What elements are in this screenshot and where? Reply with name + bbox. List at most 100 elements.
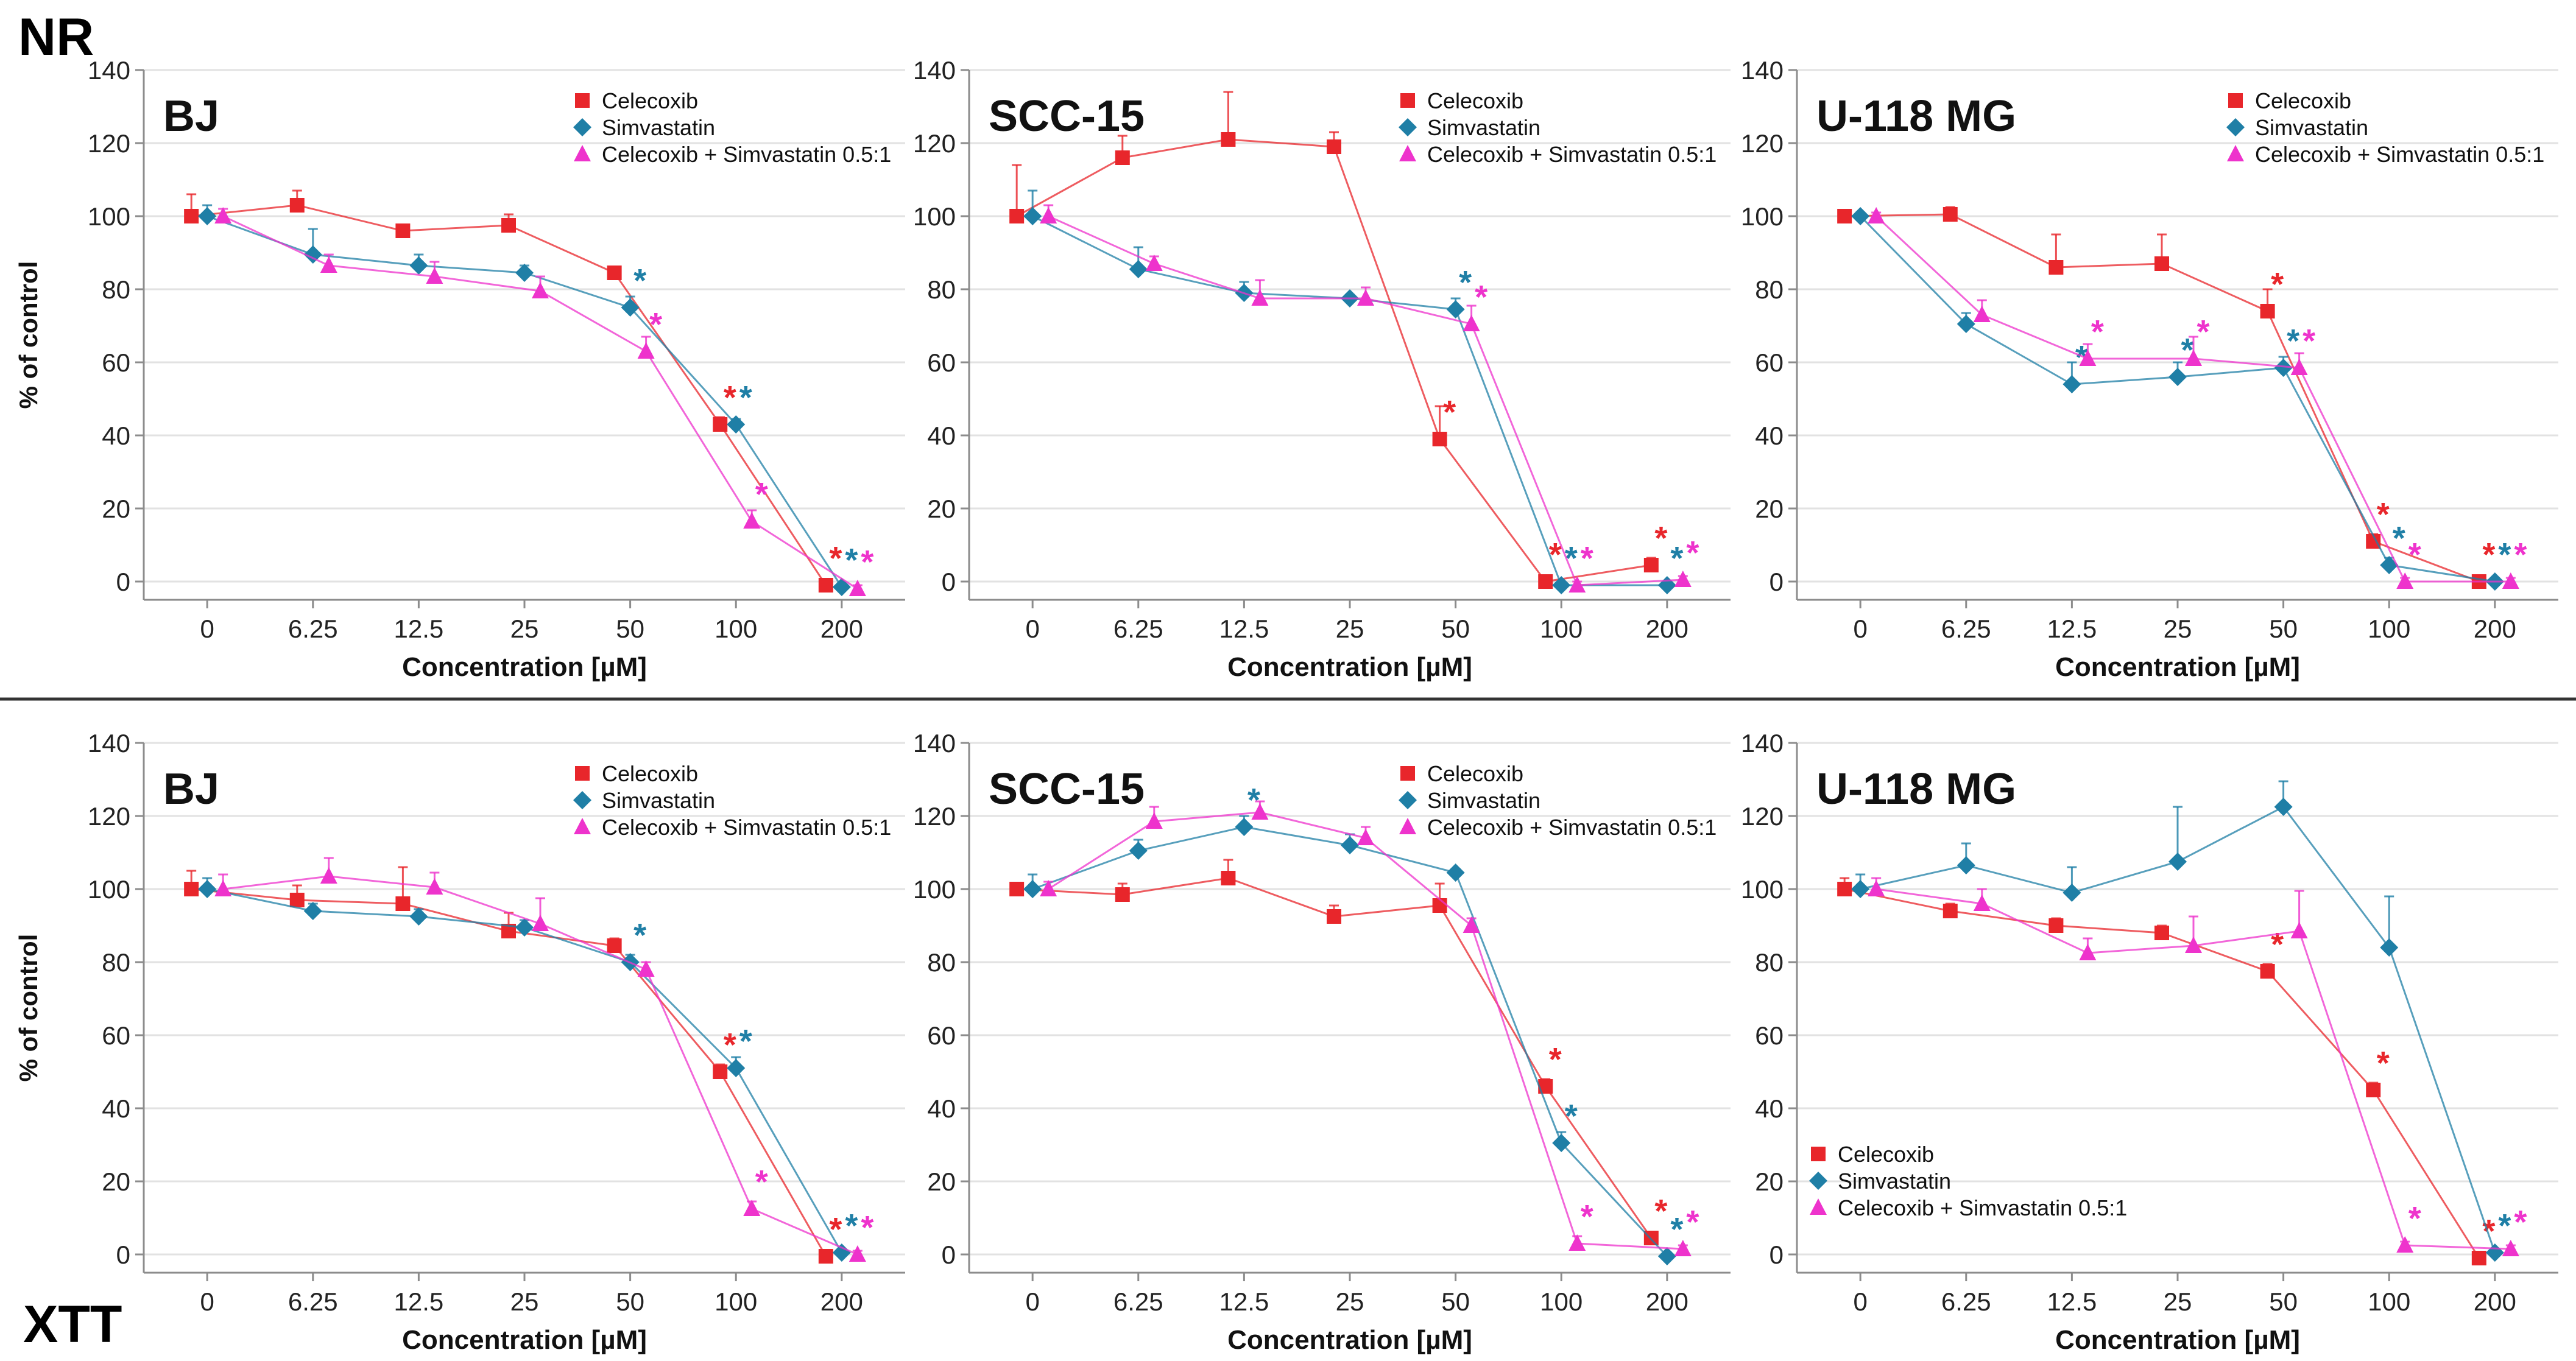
panel-1-nr-scc-15-xtick-label-0: 0 — [1025, 614, 1039, 643]
panel-1-nr-scc-15-series-celecoxib-point-6 — [1643, 558, 1659, 572]
panel-3-xtt-bj: 0 20 40 60 80 100 120 140 0 6.25 12.5 25 50 100 200 Con… — [14, 729, 905, 1355]
panel-4-xtt-scc-15-ytick-label-5: 100 — [913, 875, 956, 904]
panel-5-xtt-u-118-mg-series-celecoxib-significance-6: * — [2482, 1213, 2495, 1250]
panel-3-xtt-bj-series-simvastatin-point-0 — [198, 880, 217, 898]
panel-3-xtt-bj-legend-label-0: Celecoxib — [602, 761, 698, 786]
panel-5-xtt-u-118-mg-series-celecoxib-simvastatin-0-5-1-point-0 — [1868, 880, 1885, 896]
panel-1-nr-scc-15-series-simvastatin-significance-5: * — [1565, 540, 1578, 577]
panel-3-xtt-bj-series-celecoxib-significance-5: * — [724, 1027, 736, 1063]
panel-5-xtt-u-118-mg-ytick-label-1: 20 — [1755, 1167, 1784, 1196]
row-label-nr: NR — [18, 8, 94, 66]
panel-5-xtt-u-118-mg-xtick-label-5: 100 — [2368, 1287, 2410, 1316]
panel-1-nr-scc-15-series-simvastatin-point-0 — [1023, 207, 1042, 225]
panel-0-nr-bj-ytick-label-6: 120 — [88, 129, 130, 158]
panel-0-nr-bj-legend-label-0: Celecoxib — [602, 88, 698, 113]
panel-1-nr-scc-15-xtick-label-6: 200 — [1646, 614, 1689, 643]
panel-1-nr-scc-15-xtick-label-2: 12.5 — [1219, 614, 1269, 643]
panel-3-xtt-bj-series-simvastatin-point-5 — [727, 1059, 746, 1077]
panel-2-nr-u-118-mg-legend-label-0: Celecoxib — [2255, 88, 2351, 113]
panel-2-nr-u-118-mg-legend-label-2: Celecoxib + Simvastatin 0.5:1 — [2255, 142, 2544, 167]
panel-0-nr-bj-legend-marker-0 — [575, 93, 590, 108]
panel-1-nr-scc-15-series-celecoxib-point-5 — [1538, 574, 1553, 589]
panel-0-nr-bj-series-celecoxib-point-4 — [607, 266, 622, 280]
panel-2-nr-u-118-mg-series-celecoxib-point-4 — [2260, 304, 2275, 318]
panel-3-xtt-bj-xtick-label-6: 200 — [820, 1287, 863, 1316]
panel-5-xtt-u-118-mg-ytick-label-7: 140 — [1741, 729, 1784, 758]
panel-3-xtt-bj-series-simvastatin-significance-6: * — [845, 1208, 858, 1244]
panel-2-nr-u-118-mg-series-simvastatin-significance-2: * — [2075, 339, 2088, 376]
panel-3-xtt-bj-xtick-label-0: 0 — [200, 1287, 214, 1316]
panel-0-nr-bj-series-simvastatin-point-2 — [409, 256, 428, 275]
panel-4-xtt-scc-15-series-simvastatin-point-6 — [1657, 1247, 1676, 1265]
panel-3-xtt-bj-series-celecoxib-simvastatin-0-5-1-significance-6: * — [861, 1209, 873, 1246]
panel-5-xtt-u-118-mg-series-celecoxib: * * * — [1837, 877, 2495, 1265]
panel-0-nr-bj-series-celecoxib-significance-5: * — [724, 379, 736, 416]
panel-0-nr-bj-series-celecoxib-point-6 — [818, 578, 833, 593]
panel-0-nr-bj-ytick-label-1: 20 — [102, 494, 130, 523]
panel-2-nr-u-118-mg-series-simvastatin-point-3 — [2168, 368, 2187, 386]
panel-3-xtt-bj-ytick-label-2: 40 — [102, 1094, 130, 1123]
panel-4-xtt-scc-15-series-simvastatin-point-3 — [1341, 836, 1359, 854]
panel-0-nr-bj-xtick-label-3: 25 — [510, 614, 539, 643]
panel-5-xtt-u-118-mg-legend-label-2: Celecoxib + Simvastatin 0.5:1 — [1838, 1195, 2127, 1220]
panel-1-nr-scc-15-series-celecoxib-simvastatin-0-5-1-point-6 — [1674, 571, 1692, 587]
panel-5-xtt-u-118-mg-series-simvastatin-point-4 — [2274, 798, 2293, 816]
panel-2-nr-u-118-mg-xtick-label-5: 100 — [2368, 614, 2410, 643]
panel-0-nr-bj-series-celecoxib-simvastatin-0-5-1-point-1 — [320, 256, 337, 273]
panel-4-xtt-scc-15-ytick-label-7: 140 — [913, 729, 956, 758]
panel-1-nr-scc-15-xtick-label-5: 100 — [1540, 614, 1583, 643]
panel-1-nr-scc-15-series-celecoxib: ** * — [1009, 91, 1667, 589]
panel-2-nr-u-118-mg-series-celecoxib-simvastatin-0-5-1-point-6 — [2502, 572, 2519, 589]
panel-4-xtt-scc-15-series-simvastatin-significance-6: * — [1670, 1211, 1683, 1248]
panel-3-xtt-bj-series-celecoxib-simvastatin-0-5-1-point-0 — [214, 880, 232, 896]
panel-1-nr-scc-15-series-celecoxib-simvastatin-0-5-1-significance-5: * — [1581, 540, 1593, 577]
panel-2-nr-u-118-mg-series-celecoxib-significance-6: * — [2482, 536, 2495, 573]
panel-1-nr-scc-15-series-celecoxib-simvastatin-0-5-1-point-5 — [1569, 576, 1586, 593]
panel-4-xtt-scc-15-xtick-label-6: 200 — [1646, 1287, 1689, 1316]
panel-1-nr-scc-15-series-celecoxib-line — [1016, 138, 1652, 583]
panel-4-xtt-scc-15-series-simvastatin-significance-5: * — [1565, 1098, 1578, 1134]
panel-5-xtt-u-118-mg-series-simvastatin-significance-6: * — [2498, 1208, 2511, 1244]
panel-5-xtt-u-118-mg-xtick-label-6: 200 — [2474, 1287, 2516, 1316]
panel-0-nr-bj-series-celecoxib-simvastatin-0-5-1-line — [222, 215, 858, 590]
panel-3-xtt-bj-legend-marker-0 — [575, 766, 590, 781]
panel-0-nr-bj-series-celecoxib-significance-6: * — [829, 540, 842, 577]
panel-4-xtt-scc-15-legend-marker-1 — [1399, 791, 1417, 809]
panel-4-xtt-scc-15-series-celecoxib-simvastatin-0-5-1-significance-5: * — [1581, 1198, 1593, 1235]
panel-0-nr-bj-series-simvastatin: * * * — [198, 204, 858, 596]
panel-2-nr-u-118-mg-series-celecoxib-point-0 — [1837, 209, 1852, 223]
panel-2-nr-u-118-mg-series-celecoxib-simvastatin-0-5-1-point-2 — [2079, 350, 2097, 366]
panel-3-xtt-bj-series-celecoxib-significance-6: * — [829, 1211, 842, 1248]
panel-4-xtt-scc-15-series-simvastatin: *** — [1023, 782, 1683, 1265]
panel-5-xtt-u-118-mg-series-celecoxib-simvastatin-0-5-1: * * — [1868, 877, 2527, 1256]
panel-4-xtt-scc-15-series-celecoxib-simvastatin-0-5-1-point-4 — [1463, 916, 1480, 933]
panel-1-nr-scc-15-xlabel: Concentration [µM] — [1227, 652, 1472, 682]
panel-4-xtt-scc-15-legend-label-1: Simvastatin — [1427, 788, 1540, 813]
panel-0-nr-bj-series-celecoxib-simvastatin-0-5-1-significance-5: * — [755, 476, 768, 513]
panel-0-nr-bj-series-simvastatin-point-0 — [198, 207, 217, 225]
panel-3-xtt-bj-legend-label-2: Celecoxib + Simvastatin 0.5:1 — [602, 815, 891, 840]
panel-4-xtt-scc-15: 0 20 40 60 80 100 120 140 0 6.25 12.5 25 50 100 200 Con… — [913, 729, 1731, 1355]
panel-5-xtt-u-118-mg-series-simvastatin-point-3 — [2168, 853, 2187, 871]
panel-5-xtt-u-118-mg-xtick-label-4: 50 — [2269, 1287, 2298, 1316]
panel-4-xtt-scc-15-series-celecoxib-point-4 — [1432, 898, 1447, 913]
panel-4-xtt-scc-15-series-celecoxib-simvastatin-0-5-1-line — [1048, 811, 1683, 1250]
panel-3-xtt-bj-series-celecoxib-simvastatin-0-5-1-point-2 — [426, 878, 443, 895]
panel-1-nr-scc-15-series-celecoxib-simvastatin-0-5-1-point-2 — [1251, 289, 1269, 306]
panel-4-xtt-scc-15-series-celecoxib-significance-5: * — [1549, 1041, 1562, 1078]
panel-1-nr-scc-15-xtick-label-3: 25 — [1336, 614, 1364, 643]
panel-0-nr-bj-ytick-label-5: 100 — [88, 202, 130, 231]
panel-2-nr-u-118-mg-series-celecoxib-point-3 — [2154, 256, 2169, 271]
panel-0-nr-bj-xtick-label-4: 50 — [616, 614, 644, 643]
panel-0-nr-bj-series-celecoxib-point-0 — [184, 209, 199, 223]
panel-3-xtt-bj-series-celecoxib-simvastatin-0-5-1-point-1 — [320, 867, 337, 884]
panel-4-xtt-scc-15-xlabel: Concentration [µM] — [1227, 1325, 1472, 1355]
panel-3-xtt-bj-series-simvastatin-point-6 — [832, 1243, 851, 1262]
panel-0-nr-bj-ylabel: % of control — [14, 261, 43, 409]
panel-0-nr-bj-series-celecoxib-simvastatin-0-5-1-point-5 — [743, 512, 761, 529]
panel-4-xtt-scc-15-title: SCC-15 — [989, 765, 1145, 814]
panel-5-xtt-u-118-mg-series-celecoxib-point-3 — [2154, 926, 2169, 940]
